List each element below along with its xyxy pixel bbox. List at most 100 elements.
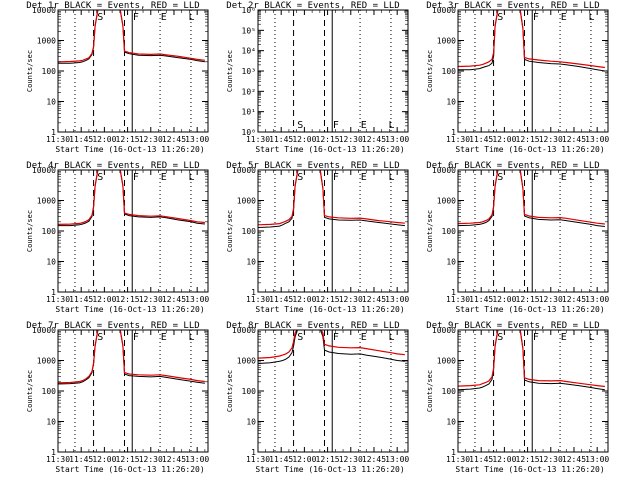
y-tick-label: 10 xyxy=(246,418,256,427)
y-tick-label: 100 xyxy=(42,387,57,396)
x-tick-label: 11:45 xyxy=(269,295,293,304)
y-tick-label: 10 xyxy=(46,98,56,107)
x-tick-label: 13:00 xyxy=(185,295,209,304)
y-tick-label: 10³ xyxy=(242,67,256,76)
y-tick-label: 10000 xyxy=(232,326,256,335)
lld-series-line xyxy=(458,170,605,225)
x-axis-label: Start Time (16-Oct-13 11:26:20) xyxy=(455,465,604,474)
x-tick-label: 12:30 xyxy=(139,455,163,464)
x-tick-label: 11:30 xyxy=(46,295,70,304)
y-tick-label: 10000 xyxy=(432,6,456,15)
x-tick-label: 12:00 xyxy=(492,135,516,144)
x-tick-label: 12:45 xyxy=(162,455,186,464)
y-tick-label: 100 xyxy=(42,67,57,76)
marker-letter: F xyxy=(533,12,539,23)
y-tick-label: 10 xyxy=(46,418,56,427)
x-axis-label: Start Time (16-Oct-13 11:26:20) xyxy=(455,145,604,154)
x-tick-label: 12:15 xyxy=(516,135,540,144)
x-tick-label: 12:15 xyxy=(516,295,540,304)
marker-letter: F xyxy=(333,120,339,131)
events-series-line xyxy=(58,170,205,227)
x-tick-label: 12:45 xyxy=(562,295,586,304)
x-tick-label: 13:00 xyxy=(385,455,409,464)
y-tick-label: 10000 xyxy=(32,6,56,15)
y-tick-label: 1000 xyxy=(437,357,456,366)
y-tick-label: 1000 xyxy=(437,37,456,46)
marker-letter: L xyxy=(589,172,595,183)
x-tick-label: 11:45 xyxy=(69,455,93,464)
lld-series-line xyxy=(58,170,205,225)
x-tick-label: 11:30 xyxy=(446,295,470,304)
y-tick-label: 10000 xyxy=(32,166,56,175)
y-tick-label: 1 xyxy=(251,288,256,297)
marker-letter: L xyxy=(189,172,195,183)
x-tick-label: 13:00 xyxy=(385,135,409,144)
x-axis-label: Start Time (16-Oct-13 11:26:20) xyxy=(255,305,404,314)
y-tick-label: 1 xyxy=(51,448,56,457)
x-axis-label: Start Time (16-Oct-13 11:26:20) xyxy=(55,145,204,154)
y-tick-label: 100 xyxy=(442,227,457,236)
plot-frame xyxy=(57,169,209,293)
plot-frame xyxy=(257,169,409,293)
x-tick-label: 12:00 xyxy=(292,295,316,304)
lld-series-line xyxy=(58,10,205,63)
x-axis-label: Start Time (16-Oct-13 11:26:20) xyxy=(55,305,204,314)
y-tick-label: 10 xyxy=(446,258,456,267)
y-tick-label: 1000 xyxy=(37,37,56,46)
y-axis-label: Counts/sec xyxy=(226,370,234,412)
marker-letter: E xyxy=(361,120,367,131)
x-tick-label: 12:00 xyxy=(92,135,116,144)
marker-letter: E xyxy=(561,332,567,343)
x-tick-label: 11:30 xyxy=(446,135,470,144)
marker-letter: E xyxy=(561,172,567,183)
marker-letter: S xyxy=(297,332,303,343)
x-tick-label: 11:45 xyxy=(69,295,93,304)
plot-frame xyxy=(457,169,609,293)
y-tick-label: 10⁰ xyxy=(242,128,256,137)
y-tick-label: 10⁵ xyxy=(242,26,256,35)
panel-title: Det 7r BLACK = Events, RED = LLD xyxy=(26,321,199,331)
y-tick-label: 1000 xyxy=(37,197,56,206)
panel-title: Det 5r BLACK = Events, RED = LLD xyxy=(226,161,399,171)
x-tick-label: 11:30 xyxy=(246,135,270,144)
plot-frame xyxy=(57,9,209,133)
y-tick-label: 10¹ xyxy=(242,108,256,117)
x-tick-label: 12:00 xyxy=(92,455,116,464)
events-series-line xyxy=(58,330,205,385)
x-tick-label: 12:00 xyxy=(92,295,116,304)
marker-letter: S xyxy=(497,172,503,183)
marker-letter: E xyxy=(361,172,367,183)
x-tick-label: 12:45 xyxy=(362,295,386,304)
panel-title: Det 8r BLACK = Events, RED = LLD xyxy=(226,321,399,331)
y-axis-label: Counts/sec xyxy=(426,370,434,412)
marker-letter: F xyxy=(533,172,539,183)
x-tick-label: 11:45 xyxy=(269,455,293,464)
x-tick-label: 11:30 xyxy=(446,455,470,464)
panel-title: Det 9r BLACK = Events, RED = LLD xyxy=(426,321,599,331)
plot-frame xyxy=(57,329,209,453)
x-tick-label: 12:15 xyxy=(116,455,140,464)
x-tick-label: 12:30 xyxy=(539,135,563,144)
x-tick-label: 13:00 xyxy=(585,455,609,464)
marker-letter: F xyxy=(533,332,539,343)
x-tick-label: 12:45 xyxy=(362,455,386,464)
y-tick-label: 10000 xyxy=(432,166,456,175)
lld-series-line xyxy=(258,330,405,359)
x-tick-label: 11:45 xyxy=(469,135,493,144)
y-tick-label: 10000 xyxy=(32,326,56,335)
y-tick-label: 10⁴ xyxy=(242,47,256,56)
marker-letter: S xyxy=(97,332,103,343)
x-tick-label: 12:45 xyxy=(362,135,386,144)
y-tick-label: 1 xyxy=(451,128,456,137)
y-tick-label: 1 xyxy=(251,448,256,457)
marker-letter: S xyxy=(297,120,303,131)
x-axis-label: Start Time (16-Oct-13 11:26:20) xyxy=(55,465,204,474)
x-tick-label: 11:30 xyxy=(46,135,70,144)
x-tick-label: 11:45 xyxy=(469,295,493,304)
y-tick-label: 10000 xyxy=(432,326,456,335)
x-tick-label: 12:30 xyxy=(539,295,563,304)
